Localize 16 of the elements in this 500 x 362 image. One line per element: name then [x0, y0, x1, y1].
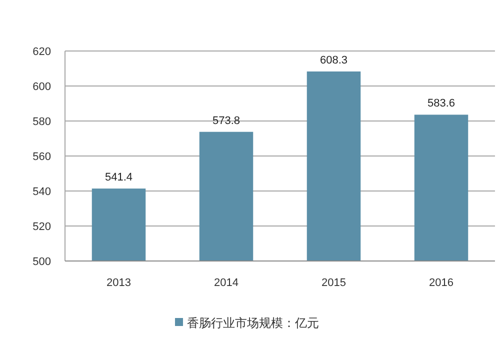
y-tick-label: 560	[32, 151, 51, 163]
data-label: 608.3	[320, 54, 348, 66]
x-tick-label: 2015	[322, 277, 346, 289]
y-tick-label: 500	[32, 256, 51, 268]
y-tick-label: 540	[32, 186, 51, 198]
x-tick-label: 2014	[214, 277, 238, 289]
y-tick-label: 580	[32, 116, 51, 128]
legend: 香肠行业市场规模：亿元	[175, 316, 319, 330]
x-tick-label: 2013	[106, 277, 131, 289]
x-tick-label: 2016	[429, 277, 454, 289]
y-tick-label: 520	[32, 221, 51, 233]
data-label: 541.4	[104, 172, 133, 184]
y-tick-label: 600	[32, 81, 51, 93]
y-tick-label: 620	[32, 46, 51, 58]
data-label: 583.6	[427, 98, 456, 110]
data-label: 573.8	[212, 114, 240, 127]
